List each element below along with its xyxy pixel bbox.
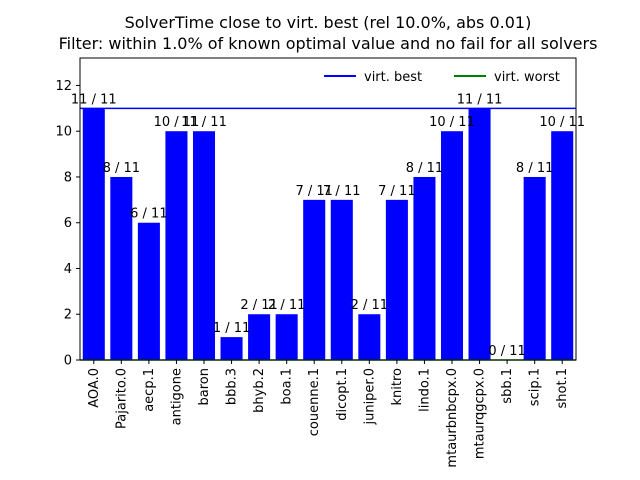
bar-label-AOA.0: 11 / 11 [71, 92, 117, 107]
bar-label-dicopt.1: 7 / 11 [323, 184, 360, 199]
bar-AOA.0 [83, 108, 105, 360]
bar-label-boa.1: 2 / 11 [268, 298, 305, 313]
bar-shot.1 [551, 131, 573, 360]
bar-label-sbb.1: 0 / 11 [488, 344, 525, 359]
x-tick-label-scip.1: scip.1 [528, 368, 543, 406]
bar-label-mtaurbnbcpx.0: 10 / 11 [429, 115, 475, 130]
bar-baron [193, 131, 215, 360]
bar-label-Pajarito.0: 8 / 11 [103, 161, 140, 176]
bar-label-juniper.0: 2 / 11 [351, 298, 388, 313]
bar-label-aecp.1: 6 / 11 [130, 207, 167, 222]
bar-label-knitro: 7 / 11 [378, 184, 415, 199]
bar-lindo.1 [413, 177, 435, 360]
x-tick-label-mtaurqgcpx.0: mtaurqgcpx.0 [473, 368, 488, 459]
x-tick-label-boa.1: boa.1 [280, 368, 295, 405]
x-axis: AOA.0 Pajarito.0 aecp.1 antigone baron bbb.3 b… [87, 360, 570, 468]
bar-mtaurqgcpx.0 [469, 108, 491, 360]
x-tick-label-knitro: knitro [390, 368, 405, 406]
x-tick-label-mtaurbnbcpx.0: mtaurbnbcpx.0 [445, 368, 460, 468]
bars-group [83, 108, 573, 360]
bar-bhyb.2 [248, 314, 270, 360]
bar-boa.1 [276, 314, 298, 360]
x-tick-label-dicopt.1: dicopt.1 [335, 368, 350, 421]
x-tick-label-lindo.1: lindo.1 [417, 368, 432, 412]
bar-label-shot.1: 10 / 11 [539, 115, 585, 130]
y-tick-label-4: 4 [64, 262, 72, 277]
y-tick-label-10: 10 [55, 125, 72, 140]
chart-title-line2: Filter: within 1.0% of known optimal val… [59, 34, 598, 53]
legend: virt. best virt. worst [324, 70, 560, 85]
x-tick-label-baron: baron [197, 368, 212, 405]
x-tick-label-AOA.0: AOA.0 [87, 368, 102, 408]
x-tick-label-sbb.1: sbb.1 [500, 368, 515, 404]
chart-title-line1: SolverTime close to virt. best (rel 10.0… [125, 13, 532, 32]
y-tick-label-12: 12 [55, 79, 72, 94]
x-tick-label-shot.1: shot.1 [555, 368, 570, 408]
y-tick-label-8: 8 [64, 170, 72, 185]
x-tick-label-aecp.1: aecp.1 [142, 368, 157, 412]
bar-dicopt.1 [331, 200, 353, 360]
bar-aecp.1 [138, 223, 160, 360]
x-tick-label-Pajarito.0: Pajarito.0 [114, 368, 129, 429]
bar-scip.1 [524, 177, 546, 360]
bar-knitro [386, 200, 408, 360]
bar-label-baron: 11 / 11 [181, 115, 227, 130]
bar-mtaurbnbcpx.0 [441, 131, 463, 360]
bar-label-scip.1: 8 / 11 [516, 161, 553, 176]
y-tick-label-0: 0 [64, 354, 72, 369]
bar-juniper.0 [358, 314, 380, 360]
x-tick-label-couenne.1: couenne.1 [307, 368, 322, 436]
x-tick-label-bbb.3: bbb.3 [225, 368, 240, 405]
bar-label-lindo.1: 8 / 11 [406, 161, 443, 176]
bar-label-mtaurqgcpx.0: 11 / 11 [457, 92, 503, 107]
legend-virt-worst-label: virt. worst [494, 70, 560, 85]
bar-Pajarito.0 [110, 177, 132, 360]
x-tick-label-bhyb.2: bhyb.2 [252, 368, 267, 413]
y-tick-label-6: 6 [64, 216, 72, 231]
bar-antigone [165, 131, 187, 360]
x-tick-label-antigone: antigone [169, 368, 184, 425]
legend-virt-best-label: virt. best [364, 70, 422, 85]
y-tick-label-2: 2 [64, 308, 72, 323]
bar-label-bbb.3: 1 / 11 [213, 321, 250, 336]
y-axis: 0 2 4 6 8 10 12 [55, 79, 80, 369]
x-tick-label-juniper.0: juniper.0 [362, 368, 377, 426]
bar-couenne.1 [303, 200, 325, 360]
bar-bbb.3 [221, 337, 243, 360]
